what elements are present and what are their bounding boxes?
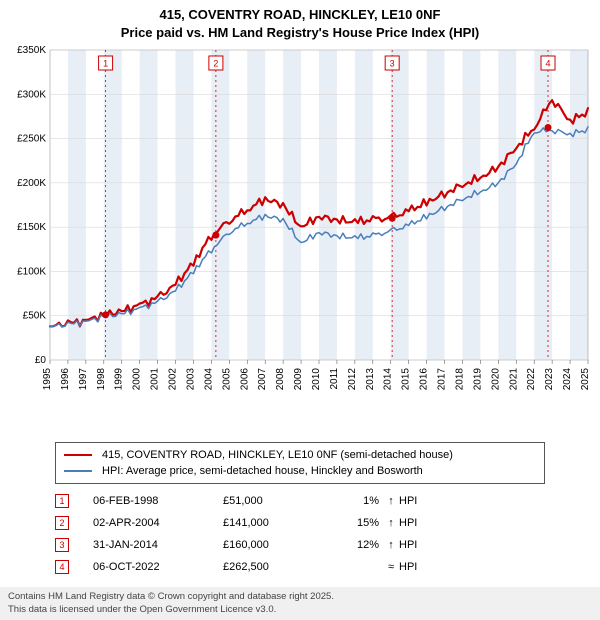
event-price: £141,000 xyxy=(223,517,323,529)
event-pct: 12% xyxy=(323,539,383,551)
legend-row: 415, COVENTRY ROAD, HINCKLEY, LE10 0NF (… xyxy=(64,447,536,463)
svg-text:£100K: £100K xyxy=(17,266,46,277)
svg-text:2001: 2001 xyxy=(150,368,161,391)
legend-label: HPI: Average price, semi-detached house,… xyxy=(102,465,423,477)
title-line-1: 415, COVENTRY ROAD, HINCKLEY, LE10 0NF xyxy=(0,6,600,24)
footer-line-2: This data is licensed under the Open Gov… xyxy=(8,604,592,616)
event-price: £262,500 xyxy=(223,561,323,573)
event-marker: 2 xyxy=(55,516,69,530)
svg-text:£50K: £50K xyxy=(23,311,47,322)
event-date: 02-APR-2004 xyxy=(93,517,223,529)
svg-text:2008: 2008 xyxy=(275,368,286,391)
svg-text:2014: 2014 xyxy=(383,368,394,391)
svg-text:2019: 2019 xyxy=(472,368,483,391)
svg-text:2018: 2018 xyxy=(454,368,465,391)
svg-text:1: 1 xyxy=(103,59,108,69)
svg-text:2000: 2000 xyxy=(132,368,143,391)
event-arrow: ↑ xyxy=(383,495,399,507)
svg-text:£250K: £250K xyxy=(17,134,46,145)
svg-text:1996: 1996 xyxy=(60,368,71,391)
event-date: 31-JAN-2014 xyxy=(93,539,223,551)
svg-text:£150K: £150K xyxy=(17,222,46,233)
svg-text:4: 4 xyxy=(546,59,551,69)
event-price: £160,000 xyxy=(223,539,323,551)
event-arrow: ↑ xyxy=(383,539,399,551)
chart-area: £0 £50K £100K £150K £200K £250K £300K £350K 1995… xyxy=(0,44,600,404)
svg-text:2022: 2022 xyxy=(526,368,537,391)
svg-text:2020: 2020 xyxy=(490,368,501,391)
svg-text:2011: 2011 xyxy=(329,368,340,390)
svg-text:2002: 2002 xyxy=(168,368,179,391)
event-row: 4 06-OCT-2022£262,500 ≈HPI xyxy=(55,556,545,578)
line-chart-svg: £0 £50K £100K £150K £200K £250K £300K £350K 1995… xyxy=(0,44,600,404)
svg-text:2023: 2023 xyxy=(544,368,555,391)
svg-text:1995: 1995 xyxy=(42,368,53,391)
svg-text:2021: 2021 xyxy=(508,368,519,391)
event-date: 06-OCT-2022 xyxy=(93,561,223,573)
event-row: 1 06-FEB-1998£51,0001%↑HPI xyxy=(55,490,545,512)
svg-text:2010: 2010 xyxy=(311,368,322,391)
svg-text:2024: 2024 xyxy=(562,368,573,391)
legend-swatch xyxy=(64,470,92,472)
event-marker: 3 xyxy=(55,538,69,552)
svg-text:2004: 2004 xyxy=(203,368,214,391)
svg-text:1997: 1997 xyxy=(78,368,89,391)
svg-text:3: 3 xyxy=(390,59,395,69)
legend-row: HPI: Average price, semi-detached house,… xyxy=(64,463,536,479)
svg-text:2012: 2012 xyxy=(347,368,358,391)
event-arrow: ≈ xyxy=(383,561,399,573)
footer-attribution: Contains HM Land Registry data © Crown c… xyxy=(0,587,600,620)
svg-text:2005: 2005 xyxy=(221,368,232,391)
svg-text:2: 2 xyxy=(213,59,218,69)
title-line-2: Price paid vs. HM Land Registry's House … xyxy=(0,24,600,42)
event-price: £51,000 xyxy=(223,495,323,507)
footer-line-1: Contains HM Land Registry data © Crown c… xyxy=(8,591,592,603)
svg-text:2009: 2009 xyxy=(293,368,304,391)
svg-text:£350K: £350K xyxy=(17,45,46,56)
svg-text:£200K: £200K xyxy=(17,178,46,189)
event-marker: 4 xyxy=(55,560,69,574)
event-arrow: ↑ xyxy=(383,517,399,529)
svg-text:2017: 2017 xyxy=(437,368,448,391)
svg-text:£0: £0 xyxy=(35,355,47,366)
svg-text:1999: 1999 xyxy=(114,368,125,391)
event-row: 3 31-JAN-2014£160,00012%↑HPI xyxy=(55,534,545,556)
svg-text:2015: 2015 xyxy=(401,368,412,391)
legend: 415, COVENTRY ROAD, HINCKLEY, LE10 0NF (… xyxy=(55,442,545,484)
event-hpi: HPI xyxy=(399,561,439,573)
svg-text:2025: 2025 xyxy=(580,368,591,391)
svg-text:2003: 2003 xyxy=(185,368,196,391)
svg-text:2016: 2016 xyxy=(419,368,430,391)
event-pct: 15% xyxy=(323,517,383,529)
svg-text:2013: 2013 xyxy=(365,368,376,391)
svg-text:£300K: £300K xyxy=(17,89,46,100)
event-marker: 1 xyxy=(55,494,69,508)
legend-label: 415, COVENTRY ROAD, HINCKLEY, LE10 0NF (… xyxy=(102,449,453,461)
event-hpi: HPI xyxy=(399,539,439,551)
svg-text:1998: 1998 xyxy=(96,368,107,391)
legend-swatch xyxy=(64,454,92,456)
event-hpi: HPI xyxy=(399,495,439,507)
event-pct: 1% xyxy=(323,495,383,507)
event-hpi: HPI xyxy=(399,517,439,529)
chart-title: 415, COVENTRY ROAD, HINCKLEY, LE10 0NF P… xyxy=(0,0,600,41)
sale-events-table: 106-FEB-1998£51,0001%↑HPI202-APR-2004£14… xyxy=(55,490,545,578)
svg-text:2007: 2007 xyxy=(257,368,268,391)
event-date: 06-FEB-1998 xyxy=(93,495,223,507)
svg-text:2006: 2006 xyxy=(239,368,250,391)
event-row: 2 02-APR-2004£141,00015%↑HPI xyxy=(55,512,545,534)
